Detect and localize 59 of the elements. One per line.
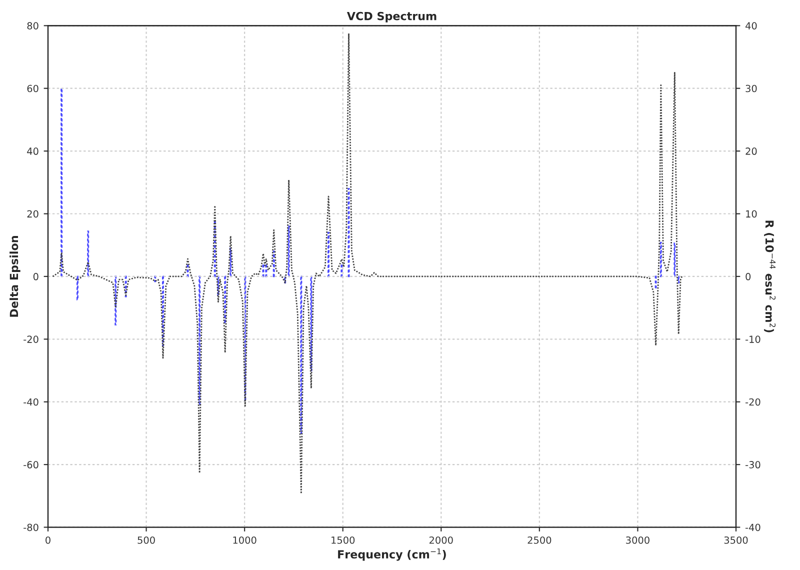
bar	[162, 276, 164, 346]
bar	[340, 263, 343, 278]
bar	[230, 248, 232, 278]
y2-tick-label: -30	[746, 461, 760, 468]
bar	[87, 230, 90, 278]
bar	[284, 276, 286, 284]
bar	[186, 263, 189, 278]
bar	[265, 263, 268, 278]
bar	[288, 226, 290, 278]
x-tick-label: 3000	[626, 536, 650, 544]
x-tick-label: 1500	[332, 536, 355, 544]
bar	[214, 219, 216, 278]
x-tick-label: 2000	[429, 536, 453, 544]
y2-tick-label: 20	[746, 148, 757, 155]
y2-tick-label: -20	[746, 398, 760, 406]
bar	[244, 276, 246, 403]
y-tick-label: 60	[27, 84, 38, 92]
y2-tick-label: 10	[746, 210, 757, 218]
y2-tick-label: -10	[746, 336, 760, 343]
bar	[300, 276, 302, 434]
bar	[76, 276, 78, 300]
bar	[328, 232, 330, 278]
y-tick-label: -20	[24, 336, 38, 343]
bar	[348, 188, 350, 278]
y2-tick-label: 40	[746, 22, 757, 30]
bar	[198, 276, 201, 406]
bar	[272, 250, 275, 278]
y-axis-title: Delta Epsilon	[10, 236, 20, 317]
chart-title: VCD Spectrum	[346, 12, 436, 22]
bar	[310, 276, 312, 372]
y2-tick-label: 0	[746, 272, 751, 280]
bar	[217, 276, 220, 296]
bar	[224, 276, 226, 324]
y2-axis-title: R (10$^{−44}$ esu$^{2}$ cm$^{2}$)	[764, 220, 776, 332]
bar	[674, 242, 676, 278]
line-series	[52, 32, 683, 494]
x-tick-label: 2500	[528, 536, 552, 544]
y-tick-label: -40	[24, 398, 38, 406]
bar	[262, 263, 264, 278]
y-tick-label: 0	[33, 272, 38, 280]
y-tick-label: -60	[24, 461, 38, 468]
bar	[60, 88, 63, 278]
x-tick-label: 0	[46, 536, 50, 544]
y-tick-label: -80	[24, 524, 38, 532]
y-tick-label: 80	[27, 22, 38, 30]
y-tick-label: 40	[27, 148, 38, 155]
y2-tick-label: 30	[746, 84, 757, 92]
y-tick-label: 20	[27, 210, 38, 218]
x-tick-label: 1000	[233, 536, 256, 544]
bar	[124, 276, 127, 298]
bar	[154, 276, 156, 282]
y2-tick-label: -40	[746, 524, 760, 532]
bar	[660, 242, 662, 278]
bar	[114, 276, 117, 326]
x-tick-label: 3500	[724, 536, 748, 544]
x-axis-title: Frequency (cm$^{−1}$)	[338, 548, 446, 561]
x-tick-label: 500	[138, 536, 155, 544]
bar	[678, 276, 680, 284]
bar	[654, 276, 657, 290]
